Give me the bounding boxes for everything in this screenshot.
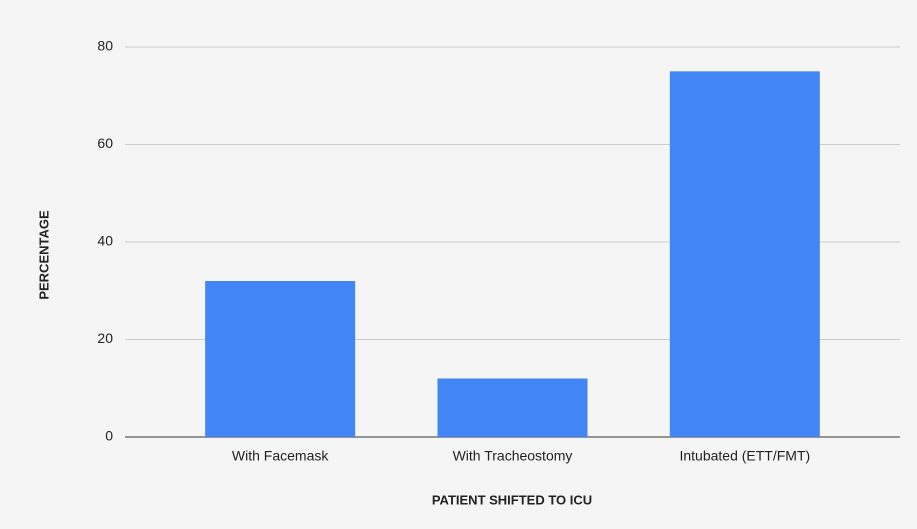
y-tick-label: 80 bbox=[97, 38, 113, 54]
y-tick-label: 60 bbox=[97, 135, 113, 151]
y-tick-label: 20 bbox=[97, 330, 113, 346]
y-axis-title: PERCENTAGE bbox=[36, 210, 51, 300]
bar bbox=[205, 281, 356, 437]
y-tick-label: 40 bbox=[97, 233, 113, 249]
x-tick-label: Intubated (ETT/FMT) bbox=[679, 448, 810, 464]
bar bbox=[669, 71, 820, 437]
x-axis-title: PATIENT SHIFTED TO ICU bbox=[432, 492, 592, 507]
x-tick-label: With Tracheostomy bbox=[453, 448, 573, 464]
bar bbox=[437, 378, 588, 437]
x-tick-label: With Facemask bbox=[232, 448, 329, 464]
y-tick-label: 0 bbox=[105, 428, 113, 444]
